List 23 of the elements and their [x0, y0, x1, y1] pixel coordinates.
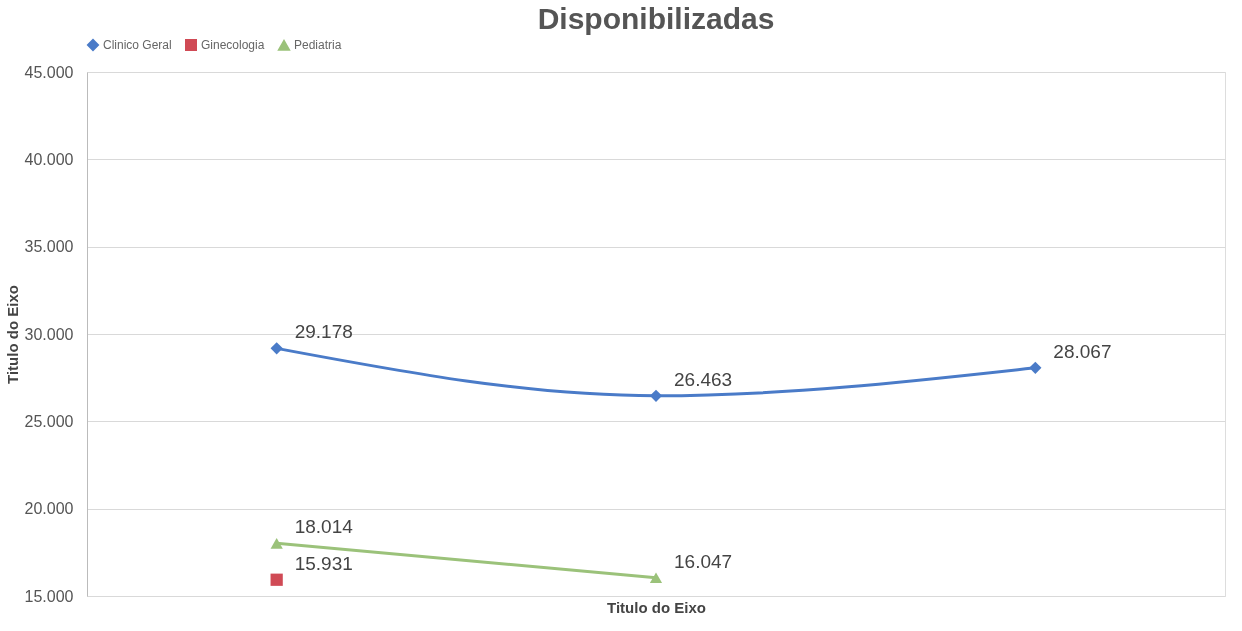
data-label: 28.067: [1053, 340, 1112, 362]
legend-label: Ginecologia: [201, 38, 265, 52]
chart-title: Disponibilizadas: [537, 2, 775, 35]
data-label: 26.463: [674, 368, 733, 390]
y-axis-title: Titulo do Eixo: [3, 285, 21, 384]
y-tick-label: 15.000: [24, 587, 74, 605]
legend-label: Pediatria: [294, 38, 342, 53]
data-label: 18.014: [294, 516, 354, 538]
point: [649, 389, 663, 402]
y-tick-label: 45.000: [24, 63, 74, 81]
point: [1029, 361, 1042, 374]
point: [270, 342, 283, 355]
y-tick-label: 30.000: [24, 325, 74, 343]
y-tick-label: 40.000: [24, 150, 74, 168]
y-tick-label: 20.000: [24, 500, 74, 518]
y-tick-label: 25.000: [24, 412, 74, 430]
legend-label: Clinico Geral: [103, 38, 172, 52]
data-label: 16.047: [674, 550, 733, 572]
y-tick-label: 35.000: [24, 238, 74, 256]
point: [270, 573, 283, 586]
data-label: 15.931: [294, 552, 353, 574]
data-label: 29.178: [294, 321, 353, 343]
x-axis-title: Titulo do Eixo: [607, 598, 706, 616]
